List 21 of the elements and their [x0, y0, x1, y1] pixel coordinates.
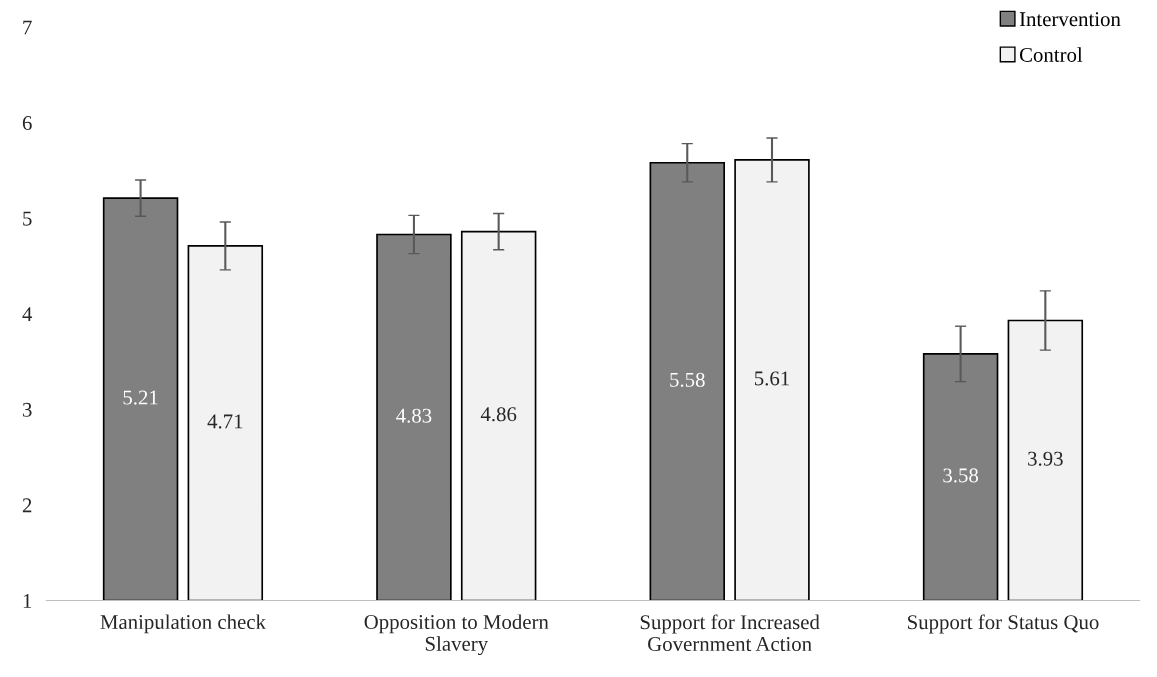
y-tick-label: 2: [22, 498, 32, 513]
y-tick-label: 3: [22, 402, 32, 417]
y-tick-label: 6: [22, 116, 32, 131]
x-tick-label: Support for Increased Government Action: [640, 614, 820, 652]
y-tick-label: 4: [22, 307, 33, 322]
data-label: 4.86: [480, 407, 517, 422]
data-label: 5.61: [754, 371, 789, 386]
x-tick-label: Support for Status Quo: [908, 614, 1099, 634]
x-tick-label: Manipulation check: [100, 614, 266, 634]
data-label: 3.93: [1028, 451, 1063, 466]
y-tick-label: 1: [23, 593, 32, 608]
legend-label: Intervention: [1019, 12, 1121, 27]
data-label: 4.71: [207, 414, 243, 429]
legend-label: Control: [1019, 47, 1083, 62]
data-label: 5.58: [670, 372, 705, 387]
y-tick-label: 5: [23, 211, 32, 226]
data-label: 4.83: [396, 408, 432, 423]
x-tick-label: Opposition to Modern Slavery: [364, 614, 549, 656]
y-tick-label: 7: [23, 20, 32, 35]
data-label: 5.21: [123, 390, 158, 405]
data-label: 3.58: [943, 468, 979, 483]
